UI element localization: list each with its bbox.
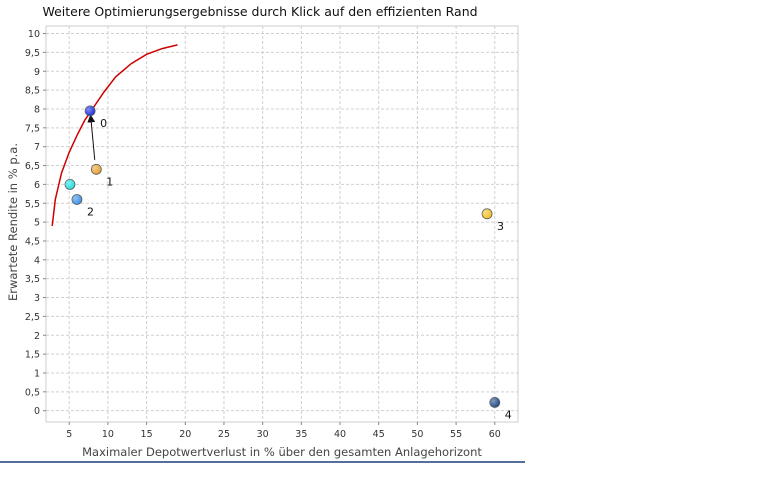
- x-tick-label: 20: [179, 429, 191, 440]
- portfolio-point-highlight: [489, 397, 500, 408]
- portfolio-point-highlight: [482, 208, 493, 219]
- y-tick-label: 7: [34, 142, 40, 153]
- y-axis-label: Erwartete Rendite in % p.a.: [6, 143, 20, 301]
- x-axis: 5 10 15 20 25 30 35 40 45 50 55 60: [66, 422, 501, 440]
- y-tick-label: 9: [34, 67, 40, 78]
- y-tick-label: 1: [34, 368, 40, 379]
- chart-title: Weitere Optimierungsergebnisse durch Kli…: [42, 4, 477, 19]
- y-tick-label: 6: [34, 180, 40, 191]
- y-tick-label: 2: [34, 331, 40, 342]
- y-tick-label: 6,5: [25, 161, 40, 172]
- optimization-arrow: [87, 114, 96, 160]
- x-tick-label: 40: [334, 429, 346, 440]
- point-label: 4: [505, 408, 512, 421]
- x-tick-label: 5: [66, 429, 72, 440]
- y-tick-label: 7,5: [25, 123, 40, 134]
- x-tick-label: 30: [257, 429, 269, 440]
- portfolio-point-highlight: [71, 194, 82, 205]
- point-label: 3: [497, 220, 504, 233]
- x-tick-label: 55: [450, 429, 462, 440]
- x-tick-label: 50: [411, 429, 423, 440]
- point-label: 2: [87, 205, 94, 218]
- y-axis: 0 0,5 1 1,5 2 2,5 3 3,5 4 4,5 5 5,5 6 6,5 7 7,5 8 8,5 9 9,5…: [25, 29, 46, 417]
- point-label: 1: [106, 175, 113, 188]
- x-tick-label: 35: [295, 429, 307, 440]
- y-tick-label: 8: [34, 104, 40, 115]
- y-tick-label: 3,5: [25, 274, 40, 285]
- y-tick-label: 3: [34, 293, 40, 304]
- portfolio-point-highlight: [64, 179, 75, 190]
- grid: [46, 26, 518, 422]
- y-tick-label: 9,5: [25, 48, 40, 59]
- portfolio-points: 0 1 2 3 4: [64, 105, 512, 421]
- x-tick-label: 25: [218, 429, 230, 440]
- y-tick-label: 0,5: [25, 387, 40, 398]
- y-tick-label: 5: [34, 218, 40, 229]
- y-tick-label: 2,5: [25, 312, 40, 323]
- x-tick-label: 45: [373, 429, 385, 440]
- x-tick-label: 60: [489, 429, 501, 440]
- x-axis-label: Maximaler Depotwertverlust in % über den…: [82, 445, 482, 459]
- x-tick-label: 15: [141, 429, 153, 440]
- point-label: 0: [100, 117, 107, 130]
- y-tick-label: 4: [34, 255, 40, 266]
- y-tick-label: 8,5: [25, 86, 40, 97]
- plot-area: [45, 25, 519, 423]
- y-tick-label: 1,5: [25, 350, 40, 361]
- x-tick-label: 10: [102, 429, 114, 440]
- portfolio-point-highlight: [85, 105, 96, 116]
- portfolio-point-highlight: [91, 164, 102, 175]
- y-tick-label: 0: [34, 406, 40, 417]
- y-tick-label: 4,5: [25, 236, 40, 247]
- y-tick-label: 5,5: [25, 199, 40, 210]
- efficient-frontier-line[interactable]: [51, 44, 178, 226]
- y-tick-label: 10: [28, 29, 40, 40]
